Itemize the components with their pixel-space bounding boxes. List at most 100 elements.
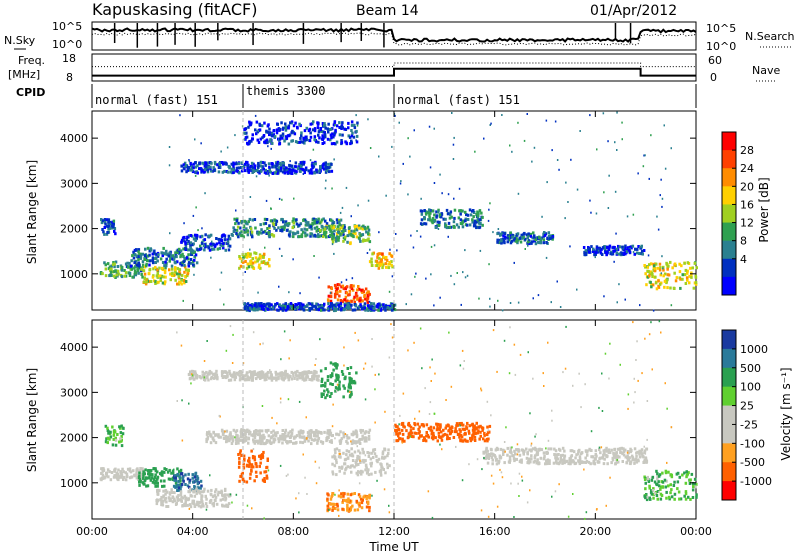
heatmap-cell [509, 446, 512, 450]
heatmap-cell [264, 221, 268, 225]
heatmap-cell [336, 230, 340, 234]
heatmap-cell [165, 264, 168, 268]
heatmap-cell [134, 271, 138, 275]
heatmap-cell [342, 431, 345, 435]
heatmap-cell [422, 424, 425, 428]
heatmap-noise [430, 245, 433, 248]
heatmap-cell [251, 218, 254, 222]
heatmap-cell [258, 440, 261, 444]
heatmap-cell [259, 169, 263, 173]
heatmap-cell [169, 257, 172, 261]
heatmap-noise [355, 114, 357, 117]
heatmap-cell [356, 508, 360, 512]
heatmap-cell [266, 130, 270, 134]
heatmap-cell [331, 240, 335, 244]
heatmap-cell [317, 378, 320, 382]
heatmap-cell [255, 465, 258, 469]
heatmap-noise [526, 113, 528, 115]
heatmap-cell [143, 277, 146, 281]
heatmap-cell [464, 219, 467, 223]
heatmap-cell [357, 224, 361, 228]
heatmap-cell [660, 480, 663, 484]
heatmap-cell [676, 480, 680, 484]
heatmap-cell [182, 479, 185, 483]
heatmap-cell [106, 426, 109, 430]
heatmap-cell [184, 473, 187, 477]
heatmap-cell [435, 210, 438, 214]
heatmap-cell [649, 262, 653, 266]
heatmap-cell [277, 226, 280, 230]
heatmap-noise [391, 275, 394, 278]
heatmap-cell [178, 273, 181, 277]
heatmap-cell [280, 166, 283, 170]
heatmap-cell [162, 275, 165, 279]
heatmap-cell [105, 232, 109, 236]
heatmap-cell [154, 280, 157, 284]
heatmap-cell [366, 500, 370, 504]
heatmap-cell [179, 482, 182, 486]
heatmap-cell [200, 504, 204, 508]
heatmap-cell [191, 376, 194, 380]
heatmap-noise [475, 221, 478, 224]
heatmap-cell [673, 287, 676, 290]
heatmap-cell [475, 421, 478, 425]
heatmap-cell [312, 430, 316, 434]
heatmap-cell [677, 490, 681, 494]
heatmap-cell [376, 302, 380, 306]
heatmap-cell [285, 169, 289, 172]
heatmap-cell [307, 129, 311, 133]
heatmap-noise [641, 372, 643, 375]
heatmap-cell [637, 245, 640, 248]
heatmap-cell [171, 254, 175, 258]
heatmap-cell [248, 166, 252, 170]
heatmap-cell [676, 471, 680, 475]
heatmap-cell [341, 133, 344, 137]
heatmap-cell [258, 253, 262, 257]
heatmap-cell [211, 502, 214, 506]
heatmap-noise [304, 476, 306, 479]
heatmap-noise [340, 281, 343, 284]
heatmap-cell [201, 370, 204, 374]
heatmap-noise [405, 303, 407, 306]
heatmap-cell [126, 467, 130, 471]
heatmap-cell [664, 485, 667, 489]
heatmap-cell [211, 437, 215, 441]
heatmap-cell [240, 234, 243, 238]
heatmap-cell [128, 469, 132, 473]
heatmap-cell [294, 441, 297, 445]
heatmap-cell [298, 431, 301, 435]
heatmap-cell [309, 433, 313, 436]
heatmap-cell [288, 233, 291, 237]
heatmap-cell [328, 431, 331, 434]
heatmap-cell [359, 233, 362, 237]
heatmap-cell [296, 231, 300, 235]
heatmap-cell [326, 435, 329, 439]
heatmap-cell [119, 431, 123, 435]
heatmap-cell [343, 498, 346, 502]
heatmap-noise [293, 197, 295, 200]
heatmap-cell [572, 450, 576, 454]
heatmap-cell [388, 261, 391, 264]
heatmap-cell [367, 294, 370, 298]
heatmap-cell [424, 439, 428, 443]
heatmap-cell [240, 454, 243, 457]
heatmap-cell [136, 473, 139, 477]
heatmap-cell [689, 266, 692, 270]
heatmap-cell [683, 261, 686, 265]
heatmap-cell [290, 431, 294, 435]
heatmap-cell [187, 239, 190, 243]
heatmap-cell [387, 448, 390, 452]
heatmap-noise [291, 122, 293, 125]
heatmap-cell [561, 453, 565, 457]
heatmap-cell [265, 305, 268, 309]
heatmap-noise [652, 309, 655, 312]
heatmap-noise [413, 129, 415, 132]
heatmap-cell [290, 139, 293, 143]
heatmap-noise [618, 283, 620, 286]
heatmap-cell [643, 264, 646, 267]
heatmap-cell [276, 160, 280, 164]
heatmap-cell [225, 162, 228, 166]
heatmap-cell [182, 260, 185, 264]
heatmap-cell [209, 167, 212, 171]
heatmap-cell [472, 215, 475, 219]
